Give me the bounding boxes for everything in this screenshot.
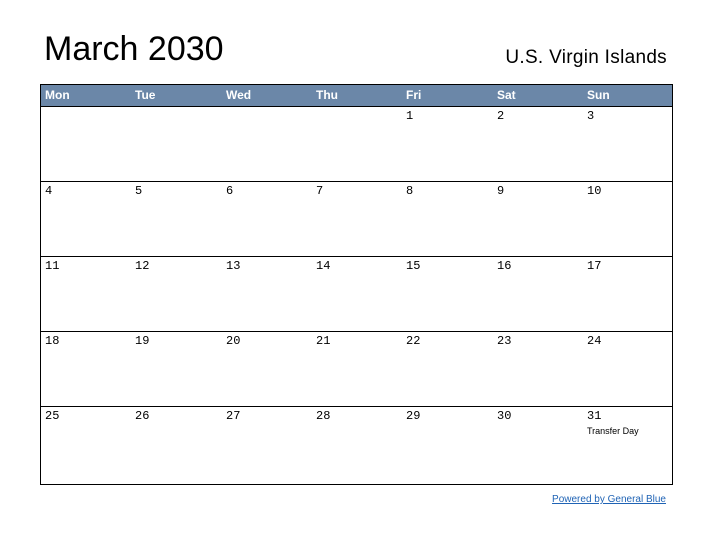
day-cell: 5 <box>135 184 143 198</box>
day-cell: 4 <box>45 184 53 198</box>
day-cell <box>131 107 222 181</box>
powered-by-link[interactable]: Powered by General Blue <box>552 494 666 505</box>
weekday-thu: Thu <box>316 88 338 102</box>
day-cell: 28 <box>316 409 331 423</box>
day-cell: 12 <box>135 259 150 273</box>
weekday-sun: Sun <box>587 88 610 102</box>
day-cell: 26 <box>135 409 150 423</box>
day-cell <box>312 107 402 181</box>
day-cell: 30 <box>497 409 512 423</box>
day-cell: 27 <box>226 409 241 423</box>
day-cell: 15 <box>406 259 421 273</box>
day-cell: 6 <box>226 184 234 198</box>
day-cell: 13 <box>226 259 241 273</box>
calendar-title: March 2030 <box>44 30 224 68</box>
day-cell: 10 <box>587 184 602 198</box>
weekday-fri: Fri <box>406 88 422 102</box>
region-name: U.S. Virgin Islands <box>505 47 667 68</box>
day-cell: 3 <box>587 109 595 123</box>
day-cell: 21 <box>316 334 331 348</box>
week-row-3: 11 12 13 14 15 16 17 <box>41 256 672 331</box>
week-row-1: 1 2 3 <box>41 106 672 181</box>
day-cell: 9 <box>497 184 505 198</box>
day-cell: 8 <box>406 184 414 198</box>
day-cell: 2 <box>497 109 505 123</box>
day-cell: 24 <box>587 334 602 348</box>
day-cell: 20 <box>226 334 241 348</box>
week-row-4: 18 19 20 21 22 23 24 <box>41 331 672 406</box>
weekday-tue: Tue <box>135 88 156 102</box>
day-cell <box>222 107 312 181</box>
day-cell: 7 <box>316 184 324 198</box>
day-cell: 1 <box>406 109 414 123</box>
week-row-2: 4 5 6 7 8 9 10 <box>41 181 672 256</box>
day-cell: 18 <box>45 334 60 348</box>
day-cell: 16 <box>497 259 512 273</box>
day-cell-31: 31 Transfer Day <box>583 407 672 481</box>
day-cell: 14 <box>316 259 331 273</box>
day-cell: 17 <box>587 259 602 273</box>
week-row-5: 25 26 27 28 29 30 31 Transfer Day <box>41 406 672 481</box>
weekday-wed: Wed <box>226 88 252 102</box>
holiday-label: Transfer Day <box>587 426 639 436</box>
day-cell: 29 <box>406 409 421 423</box>
day-number: 31 <box>587 409 602 423</box>
day-cell: 23 <box>497 334 512 348</box>
weekday-header: Mon Tue Wed Thu Fri Sat Sun <box>41 85 672 106</box>
day-cell: 11 <box>45 259 60 273</box>
weekday-sat: Sat <box>497 88 516 102</box>
day-cell <box>41 107 131 181</box>
day-cell: 25 <box>45 409 60 423</box>
day-cell: 22 <box>406 334 421 348</box>
calendar-grid: Mon Tue Wed Thu Fri Sat Sun 1 2 3 4 5 6 … <box>40 84 673 485</box>
weekday-mon: Mon <box>45 88 70 102</box>
day-cell: 19 <box>135 334 150 348</box>
